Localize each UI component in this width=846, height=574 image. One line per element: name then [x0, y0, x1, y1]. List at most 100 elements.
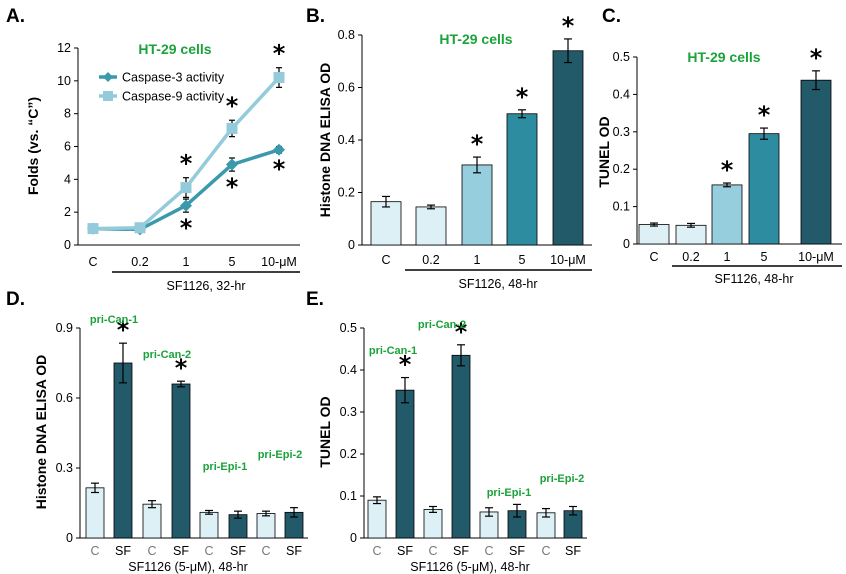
x-tick-label: C [649, 250, 658, 264]
group-label: pri-Can-2 [143, 349, 191, 361]
significance-star: * [758, 101, 771, 129]
significance-star: * [226, 173, 239, 201]
legend-marker [103, 72, 113, 82]
x-axis-label-b: SF1126, 48-hr [459, 277, 538, 291]
group-label: pri-Can-1 [90, 314, 138, 326]
bar [711, 184, 743, 245]
data-point [226, 122, 238, 134]
panel-letter-e: E. [306, 289, 324, 310]
x-tick-label: SF [115, 544, 131, 558]
significance-star: * [721, 156, 734, 184]
bar [370, 201, 402, 246]
y-tick-label: 8 [64, 107, 71, 121]
y-tick-label: 0 [64, 238, 71, 252]
data-point [273, 72, 285, 84]
significance-star: * [455, 318, 468, 346]
significance-star: * [175, 354, 188, 382]
y-tick-label: 0.3 [340, 405, 357, 419]
y-tick-label: 0.1 [340, 489, 357, 503]
y-tick-label: 0.9 [56, 321, 73, 335]
bar [199, 511, 219, 539]
x-tick-label: 5 [519, 253, 526, 267]
y-tick-label: 10 [57, 74, 71, 88]
group-label: pri-Epi-2 [540, 473, 585, 485]
bar [638, 224, 670, 245]
bar [367, 499, 387, 539]
x-tick-label: C [204, 544, 213, 558]
x-tick-label: 1 [724, 250, 731, 264]
x-axis-label-d: SF1126 (5-μM), 48-hr [128, 560, 248, 574]
x-tick-label: SF [509, 544, 525, 558]
y-tick-label: 0.8 [338, 28, 355, 42]
legend-entry: Caspase-9 activity [122, 90, 225, 104]
bar [552, 50, 584, 246]
y-axis-label-e: TUNEL OD [317, 396, 333, 467]
x-tick-label: SF [173, 544, 189, 558]
y-tick-label: 0 [348, 238, 355, 252]
data-point [87, 223, 99, 235]
group-label: pri-Epi-2 [258, 449, 303, 461]
bar [423, 509, 443, 539]
chart-title-b: HT-29 cells [439, 31, 512, 47]
x-tick-label: C [88, 255, 97, 269]
y-tick-label: 0.6 [338, 81, 355, 95]
x-tick-label: 10-μM [798, 250, 834, 264]
y-tick-label: 12 [57, 41, 71, 55]
bar [256, 513, 276, 539]
y-tick-label: 0 [66, 531, 73, 545]
x-tick-label: SF [286, 544, 302, 558]
x-tick-label: C [90, 544, 99, 558]
x-tick-label: C [541, 544, 550, 558]
y-tick-label: 0.5 [340, 321, 357, 335]
significance-star: * [810, 44, 823, 72]
x-tick-label: 5 [761, 250, 768, 264]
legend-entry: Caspase-3 activity [122, 71, 225, 85]
bar [395, 389, 415, 539]
bar [142, 503, 162, 539]
y-tick-label: 0.2 [338, 186, 355, 200]
x-tick-label: 0.2 [131, 255, 148, 269]
bar [113, 362, 133, 539]
x-tick-label: SF [565, 544, 581, 558]
x-tick-label: 1 [183, 255, 190, 269]
x-axis-label-a: SF1126, 32-hr [167, 279, 246, 293]
y-tick-label: 0.6 [56, 391, 73, 405]
x-tick-label: C [147, 544, 156, 558]
data-point [226, 158, 238, 171]
y-tick-label: 0.1 [613, 200, 630, 214]
data-point [180, 182, 192, 194]
panel-letter-b: B. [306, 6, 325, 27]
panel-letter-a: A. [6, 6, 25, 27]
x-tick-label: SF [453, 544, 469, 558]
y-axis-label-b: Histone DNA ELISA OD [317, 63, 333, 218]
significance-star: * [180, 150, 193, 178]
y-tick-label: 4 [64, 172, 71, 186]
bar [800, 79, 832, 245]
x-axis-label-e: SF1126 (5-μM), 48-hr [410, 560, 530, 574]
x-tick-label: 5 [229, 255, 236, 269]
y-tick-label: 2 [64, 205, 71, 219]
x-tick-label: 10-μM [550, 253, 586, 267]
x-tick-label: C [428, 544, 437, 558]
chart-title-a: HT-29 cells [138, 41, 211, 57]
bar [85, 487, 105, 539]
data-point [180, 199, 192, 212]
significance-star: * [471, 130, 484, 158]
y-tick-label: 0.4 [613, 87, 630, 101]
significance-star: * [180, 214, 193, 242]
y-tick-label: 0.3 [613, 125, 630, 139]
y-tick-label: 0 [350, 531, 357, 545]
significance-star: * [516, 83, 529, 111]
x-tick-label: 10-μM [261, 255, 297, 269]
significance-star: * [273, 40, 286, 68]
y-axis-label-c: TUNEL OD [596, 116, 612, 187]
y-tick-label: 0 [623, 237, 630, 251]
y-tick-label: 0.2 [340, 447, 357, 461]
significance-star: * [562, 12, 575, 40]
group-label: pri-Epi-1 [487, 487, 532, 499]
y-tick-label: 0.3 [56, 461, 73, 475]
panel-letter-c: C. [602, 6, 621, 27]
significance-star: * [399, 351, 412, 379]
chart-title-c: HT-29 cells [687, 49, 760, 65]
